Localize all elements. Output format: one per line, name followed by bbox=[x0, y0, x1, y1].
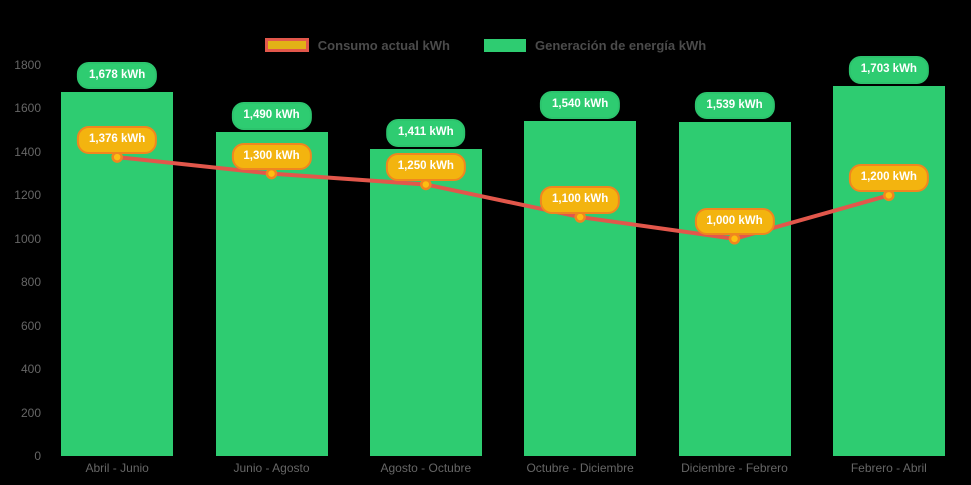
bar-value-pill: 1,490 kWh bbox=[231, 102, 312, 130]
y-axis-tick-label: 800 bbox=[20, 275, 41, 290]
consumo-data-point[interactable] bbox=[574, 211, 586, 223]
consumo-value-pill: 1,376 kWh bbox=[77, 126, 158, 154]
consumo-value-pill: 1,250 kWh bbox=[385, 153, 466, 181]
consumo-value-pill: 1,300 kWh bbox=[231, 142, 312, 171]
x-axis-category-label: Agosto - Octubre bbox=[380, 461, 472, 475]
bar-generacion[interactable] bbox=[369, 149, 482, 456]
y-axis-tick-label: 1800 bbox=[14, 58, 41, 72]
legend: Consumo actual kWh Generación de energía… bbox=[0, 38, 971, 52]
y-axis-tick-label: 600 bbox=[20, 318, 41, 333]
consumo-value-pill: 1,200 kWh bbox=[848, 164, 929, 192]
consumo-data-point[interactable] bbox=[728, 233, 741, 245]
bar-value-pill: 1,540 kWh bbox=[540, 91, 621, 119]
y-axis-tick-label: 1000 bbox=[14, 231, 41, 246]
bar-value-pill: 1,411 kWh bbox=[386, 119, 466, 147]
bar-generacion[interactable] bbox=[215, 132, 328, 456]
x-axis-category-label: Junio - Agosto bbox=[233, 461, 310, 475]
y-axis-tick-label: 400 bbox=[20, 362, 41, 377]
y-axis-tick-label: 1600 bbox=[14, 101, 41, 116]
consumo-data-point[interactable] bbox=[883, 189, 895, 202]
bar-generacion[interactable] bbox=[524, 121, 637, 456]
consumo-data-point[interactable] bbox=[111, 151, 123, 163]
legend-label-generacion: Generación de energía kWh bbox=[534, 37, 707, 53]
bar-generacion[interactable] bbox=[678, 121, 791, 456]
bar-value-pill: 1,703 kWh bbox=[848, 56, 929, 84]
x-axis-category-label: Diciembre - Febrero bbox=[681, 461, 788, 475]
x-axis-category-label: Febrero - Abril bbox=[850, 461, 927, 475]
consumo-data-point[interactable] bbox=[265, 167, 278, 180]
consumo-swatch bbox=[264, 38, 309, 52]
x-axis-category-label: Abril - Junio bbox=[85, 461, 149, 475]
bar-value-pill: 1,678 kWh bbox=[77, 61, 158, 89]
consumo-value-pill: 1,100 kWh bbox=[540, 186, 621, 214]
y-axis-tick-label: 1200 bbox=[14, 188, 41, 203]
y-axis-tick-label: 0 bbox=[34, 449, 41, 463]
bar-generacion[interactable] bbox=[832, 86, 945, 456]
legend-label-consumo: Consumo actual kWh bbox=[317, 37, 450, 53]
y-axis-tick-label: 200 bbox=[20, 405, 41, 420]
legend-item-generacion[interactable]: Generación de energía kWh bbox=[483, 37, 707, 53]
y-axis-tick-label: 1400 bbox=[14, 144, 41, 159]
legend-item-consumo[interactable]: Consumo actual kWh bbox=[264, 37, 450, 53]
bar-value-pill: 1,539 kWh bbox=[694, 91, 775, 120]
x-axis-category-label: Octubre - Diciembre bbox=[526, 461, 634, 475]
consumo-value-pill: 1,000 kWh bbox=[694, 207, 775, 236]
consumo-data-point[interactable] bbox=[420, 178, 432, 191]
generacion-swatch bbox=[483, 38, 526, 52]
